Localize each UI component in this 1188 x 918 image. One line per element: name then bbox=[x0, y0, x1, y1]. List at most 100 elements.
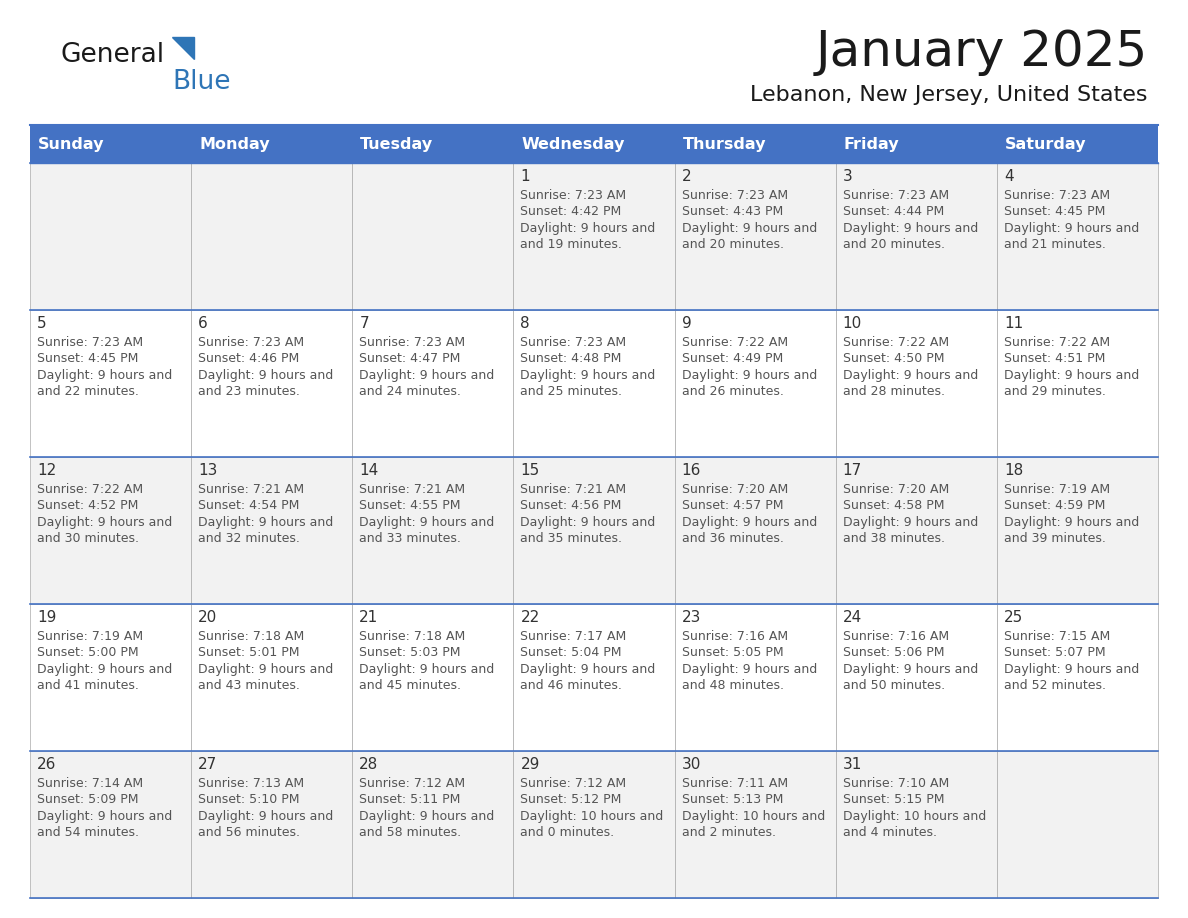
Text: Daylight: 9 hours and: Daylight: 9 hours and bbox=[842, 663, 978, 676]
Bar bbox=[353, 163, 513, 310]
Text: and 32 minutes.: and 32 minutes. bbox=[198, 532, 301, 545]
Text: Sunday: Sunday bbox=[38, 137, 105, 151]
Text: General: General bbox=[61, 42, 164, 68]
Text: and 19 minutes.: and 19 minutes. bbox=[520, 239, 623, 252]
Text: Sunset: 4:59 PM: Sunset: 4:59 PM bbox=[1004, 499, 1105, 512]
Text: 28: 28 bbox=[359, 757, 379, 772]
Bar bbox=[675, 125, 835, 163]
Text: Sunrise: 7:21 AM: Sunrise: 7:21 AM bbox=[198, 483, 304, 496]
Text: Sunset: 4:48 PM: Sunset: 4:48 PM bbox=[520, 353, 621, 365]
Text: and 20 minutes.: and 20 minutes. bbox=[682, 239, 784, 252]
Text: Sunset: 4:52 PM: Sunset: 4:52 PM bbox=[37, 499, 138, 512]
Text: 15: 15 bbox=[520, 463, 539, 478]
Bar bbox=[997, 457, 1158, 604]
Text: Sunset: 4:44 PM: Sunset: 4:44 PM bbox=[842, 206, 944, 218]
Text: Sunset: 5:15 PM: Sunset: 5:15 PM bbox=[842, 793, 944, 806]
Text: Sunrise: 7:14 AM: Sunrise: 7:14 AM bbox=[37, 777, 143, 789]
Text: 31: 31 bbox=[842, 757, 862, 772]
Text: Sunrise: 7:19 AM: Sunrise: 7:19 AM bbox=[37, 630, 143, 643]
Text: Sunrise: 7:23 AM: Sunrise: 7:23 AM bbox=[520, 336, 626, 349]
Text: and 56 minutes.: and 56 minutes. bbox=[198, 826, 301, 839]
Text: Daylight: 9 hours and: Daylight: 9 hours and bbox=[682, 663, 817, 676]
Text: Sunrise: 7:20 AM: Sunrise: 7:20 AM bbox=[842, 483, 949, 496]
Text: Sunrise: 7:18 AM: Sunrise: 7:18 AM bbox=[198, 630, 304, 643]
Text: Sunrise: 7:21 AM: Sunrise: 7:21 AM bbox=[520, 483, 626, 496]
Text: 12: 12 bbox=[37, 463, 56, 478]
Text: and 0 minutes.: and 0 minutes. bbox=[520, 826, 614, 839]
Text: Daylight: 9 hours and: Daylight: 9 hours and bbox=[520, 516, 656, 529]
Text: Sunset: 4:50 PM: Sunset: 4:50 PM bbox=[842, 353, 944, 365]
Text: Sunrise: 7:18 AM: Sunrise: 7:18 AM bbox=[359, 630, 466, 643]
Text: Sunset: 4:51 PM: Sunset: 4:51 PM bbox=[1004, 353, 1105, 365]
Text: and 29 minutes.: and 29 minutes. bbox=[1004, 386, 1106, 398]
Text: and 20 minutes.: and 20 minutes. bbox=[842, 239, 944, 252]
Text: Sunrise: 7:22 AM: Sunrise: 7:22 AM bbox=[842, 336, 949, 349]
Text: Daylight: 9 hours and: Daylight: 9 hours and bbox=[1004, 369, 1139, 382]
Text: Tuesday: Tuesday bbox=[360, 137, 434, 151]
Text: Monday: Monday bbox=[200, 137, 270, 151]
Text: Sunset: 4:45 PM: Sunset: 4:45 PM bbox=[1004, 206, 1105, 218]
Text: Sunset: 4:55 PM: Sunset: 4:55 PM bbox=[359, 499, 461, 512]
Bar bbox=[513, 751, 675, 898]
Text: 18: 18 bbox=[1004, 463, 1023, 478]
Text: and 46 minutes.: and 46 minutes. bbox=[520, 679, 623, 692]
Bar bbox=[513, 125, 675, 163]
Text: and 23 minutes.: and 23 minutes. bbox=[198, 386, 301, 398]
Bar bbox=[835, 125, 997, 163]
Text: Daylight: 9 hours and: Daylight: 9 hours and bbox=[842, 369, 978, 382]
Text: Sunrise: 7:12 AM: Sunrise: 7:12 AM bbox=[359, 777, 466, 789]
Text: 21: 21 bbox=[359, 610, 379, 625]
Text: Blue: Blue bbox=[172, 69, 230, 95]
Text: 13: 13 bbox=[198, 463, 217, 478]
Text: Daylight: 9 hours and: Daylight: 9 hours and bbox=[198, 369, 334, 382]
Bar bbox=[191, 163, 353, 310]
Text: Sunrise: 7:16 AM: Sunrise: 7:16 AM bbox=[682, 630, 788, 643]
Bar bbox=[835, 604, 997, 751]
Text: Thursday: Thursday bbox=[683, 137, 766, 151]
Text: Sunrise: 7:22 AM: Sunrise: 7:22 AM bbox=[37, 483, 143, 496]
Text: Daylight: 9 hours and: Daylight: 9 hours and bbox=[682, 222, 817, 235]
Text: Daylight: 9 hours and: Daylight: 9 hours and bbox=[198, 516, 334, 529]
Text: 29: 29 bbox=[520, 757, 539, 772]
Bar bbox=[353, 604, 513, 751]
Text: and 30 minutes.: and 30 minutes. bbox=[37, 532, 139, 545]
Text: Sunrise: 7:23 AM: Sunrise: 7:23 AM bbox=[682, 189, 788, 202]
Bar bbox=[30, 604, 191, 751]
Text: Sunrise: 7:19 AM: Sunrise: 7:19 AM bbox=[1004, 483, 1110, 496]
Bar bbox=[675, 163, 835, 310]
Text: Sunrise: 7:20 AM: Sunrise: 7:20 AM bbox=[682, 483, 788, 496]
Text: and 22 minutes.: and 22 minutes. bbox=[37, 386, 139, 398]
Text: Daylight: 9 hours and: Daylight: 9 hours and bbox=[842, 222, 978, 235]
Text: Sunset: 5:07 PM: Sunset: 5:07 PM bbox=[1004, 646, 1106, 659]
Text: Daylight: 9 hours and: Daylight: 9 hours and bbox=[842, 516, 978, 529]
Text: and 33 minutes.: and 33 minutes. bbox=[359, 532, 461, 545]
Bar bbox=[997, 604, 1158, 751]
Bar bbox=[191, 604, 353, 751]
Bar bbox=[30, 163, 191, 310]
Text: 8: 8 bbox=[520, 316, 530, 331]
Text: Sunrise: 7:22 AM: Sunrise: 7:22 AM bbox=[1004, 336, 1110, 349]
Text: 11: 11 bbox=[1004, 316, 1023, 331]
Text: 10: 10 bbox=[842, 316, 862, 331]
Text: Sunset: 4:54 PM: Sunset: 4:54 PM bbox=[198, 499, 299, 512]
Bar bbox=[835, 310, 997, 457]
Bar bbox=[30, 125, 191, 163]
Bar bbox=[997, 163, 1158, 310]
Text: 14: 14 bbox=[359, 463, 379, 478]
Bar bbox=[835, 457, 997, 604]
Text: Daylight: 9 hours and: Daylight: 9 hours and bbox=[1004, 663, 1139, 676]
Bar bbox=[675, 604, 835, 751]
Bar bbox=[997, 751, 1158, 898]
Text: Daylight: 9 hours and: Daylight: 9 hours and bbox=[1004, 516, 1139, 529]
Text: Daylight: 9 hours and: Daylight: 9 hours and bbox=[198, 810, 334, 823]
Bar bbox=[353, 457, 513, 604]
Text: Sunset: 4:56 PM: Sunset: 4:56 PM bbox=[520, 499, 621, 512]
Text: Sunset: 5:09 PM: Sunset: 5:09 PM bbox=[37, 793, 139, 806]
Text: Sunrise: 7:15 AM: Sunrise: 7:15 AM bbox=[1004, 630, 1110, 643]
Text: and 4 minutes.: and 4 minutes. bbox=[842, 826, 936, 839]
Bar bbox=[997, 310, 1158, 457]
Text: Sunrise: 7:10 AM: Sunrise: 7:10 AM bbox=[842, 777, 949, 789]
Text: January 2025: January 2025 bbox=[816, 28, 1148, 76]
Text: Sunrise: 7:23 AM: Sunrise: 7:23 AM bbox=[520, 189, 626, 202]
Text: Sunset: 4:45 PM: Sunset: 4:45 PM bbox=[37, 353, 138, 365]
